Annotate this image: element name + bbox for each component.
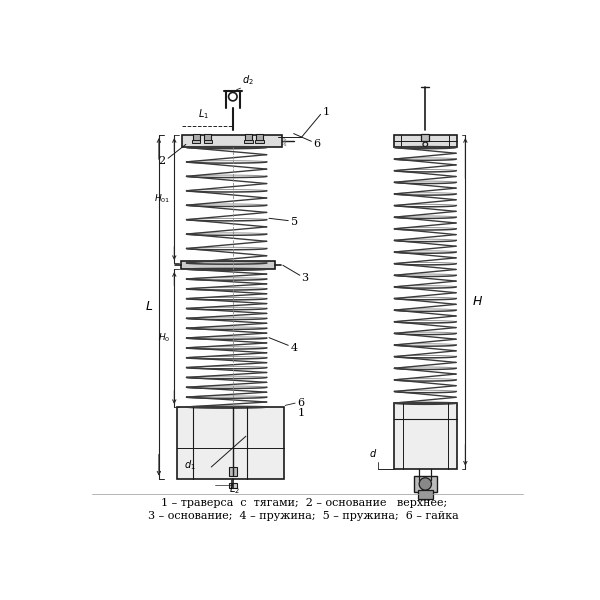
- Bar: [182, 135, 282, 148]
- Bar: [244, 140, 253, 143]
- Bar: [229, 483, 236, 488]
- Text: 4: 4: [290, 343, 298, 353]
- Bar: [418, 490, 433, 499]
- Text: $d_1$: $d_1$: [184, 458, 196, 472]
- Bar: [255, 140, 263, 143]
- Text: $H_{01}$: $H_{01}$: [154, 193, 170, 205]
- Text: $H$: $H$: [472, 295, 482, 308]
- Text: $L_1$: $L_1$: [198, 107, 209, 121]
- Circle shape: [419, 478, 431, 490]
- Text: $d$: $d$: [368, 448, 377, 460]
- Text: 3: 3: [301, 272, 308, 283]
- Text: $H_0$: $H_0$: [158, 332, 170, 344]
- Bar: [193, 134, 200, 141]
- Bar: [178, 407, 284, 479]
- Text: 1: 1: [298, 408, 305, 418]
- Text: 2: 2: [158, 157, 165, 166]
- Bar: [414, 476, 437, 491]
- Bar: [421, 134, 429, 141]
- Text: 6: 6: [298, 398, 305, 408]
- Bar: [394, 135, 457, 148]
- Bar: [245, 134, 252, 141]
- Text: 3 – основание;  4 – пружина;  5 – пружина;  6 – гайка: 3 – основание; 4 – пружина; 5 – пружина;…: [148, 511, 459, 521]
- Text: 1: 1: [323, 107, 330, 117]
- Bar: [203, 140, 212, 143]
- Text: 1 – траверса  с  тягами;  2 – основание   верхнее;: 1 – траверса с тягами; 2 – основание вер…: [161, 498, 447, 508]
- Bar: [205, 134, 211, 141]
- Text: $L_2$: $L_2$: [229, 482, 240, 496]
- Text: 5: 5: [290, 217, 298, 227]
- Bar: [229, 467, 236, 476]
- Text: $d_2$: $d_2$: [242, 73, 254, 86]
- Text: 6: 6: [313, 139, 320, 149]
- Text: $L$: $L$: [145, 301, 153, 313]
- Bar: [256, 134, 263, 141]
- Bar: [394, 403, 457, 469]
- Bar: [181, 262, 275, 269]
- Bar: [192, 140, 200, 143]
